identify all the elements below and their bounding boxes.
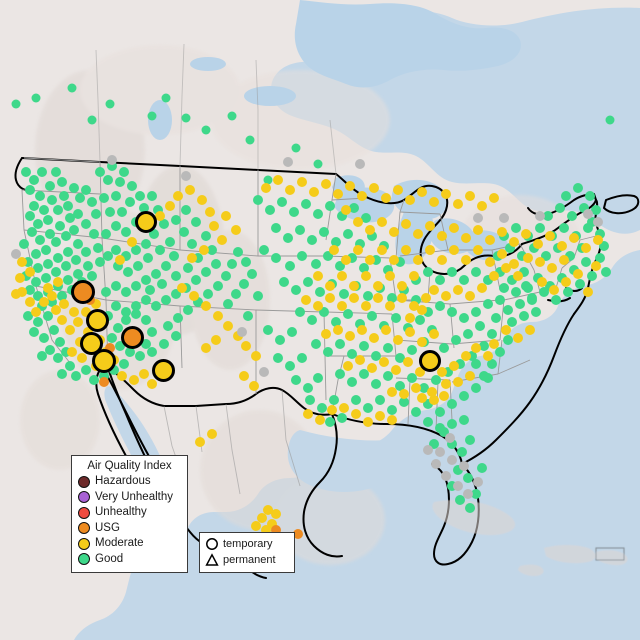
legend-label-temporary: temporary xyxy=(223,537,273,550)
legend-label-moderate: Moderate xyxy=(95,537,144,549)
legend-item-very-unhealthy[interactable]: Very Unhealthy xyxy=(78,490,181,506)
hazardous-swatch-icon xyxy=(78,475,90,488)
aqi-legend: Air Quality Index Hazardous Very Unhealt… xyxy=(71,455,188,573)
very-unhealthy-swatch-icon xyxy=(78,491,90,504)
legend-item-good[interactable]: Good xyxy=(78,552,181,568)
highlighted-station-marker[interactable] xyxy=(120,325,144,349)
legend-label-usg: USG xyxy=(95,521,120,534)
legend-item-hazardous[interactable]: Hazardous xyxy=(78,474,181,490)
highlighted-station-marker[interactable] xyxy=(85,308,109,332)
unhealthy-swatch-icon xyxy=(78,506,90,519)
good-swatch-icon xyxy=(78,553,90,566)
legend-item-moderate[interactable]: Moderate xyxy=(78,536,181,552)
legend-item-permanent[interactable]: permanent xyxy=(205,552,289,568)
gulf-of-mexico xyxy=(287,430,494,543)
station-type-legend: temporary permanent xyxy=(199,532,295,573)
caribbean-islands xyxy=(432,500,628,576)
legend-label-permanent: permanent xyxy=(223,553,276,566)
highlighted-station-marker[interactable] xyxy=(79,331,103,355)
legend-label-hazardous: Hazardous xyxy=(95,475,151,487)
highlighted-station-marker[interactable] xyxy=(92,349,116,373)
nodata-dots xyxy=(11,155,603,499)
circle-outline-icon xyxy=(206,538,218,550)
terrain-shading xyxy=(20,45,580,565)
legend-item-usg[interactable]: USG xyxy=(78,521,181,537)
highlighted-station-marker[interactable] xyxy=(151,358,175,382)
hudson-bay xyxy=(294,0,521,88)
legend-item-unhealthy[interactable]: Unhealthy xyxy=(78,505,181,521)
highlighted-station-marker[interactable] xyxy=(419,350,441,372)
moderate-dots xyxy=(11,175,603,535)
highlighted-station-marker[interactable] xyxy=(135,211,157,233)
legend-label-very-unhealthy: Very Unhealthy xyxy=(95,490,173,503)
legend-label-good: Good xyxy=(95,552,124,565)
usg-swatch-icon xyxy=(78,522,90,535)
aqi-legend-title: Air Quality Index xyxy=(87,460,172,472)
highlighted-station-marker[interactable] xyxy=(71,280,95,304)
moderate-swatch-icon xyxy=(78,537,90,550)
legend-label-unhealthy: Unhealthy xyxy=(95,506,147,518)
legend-item-temporary[interactable]: temporary xyxy=(205,536,289,552)
good-dots xyxy=(11,83,615,513)
triangle-outline-icon xyxy=(205,553,219,566)
